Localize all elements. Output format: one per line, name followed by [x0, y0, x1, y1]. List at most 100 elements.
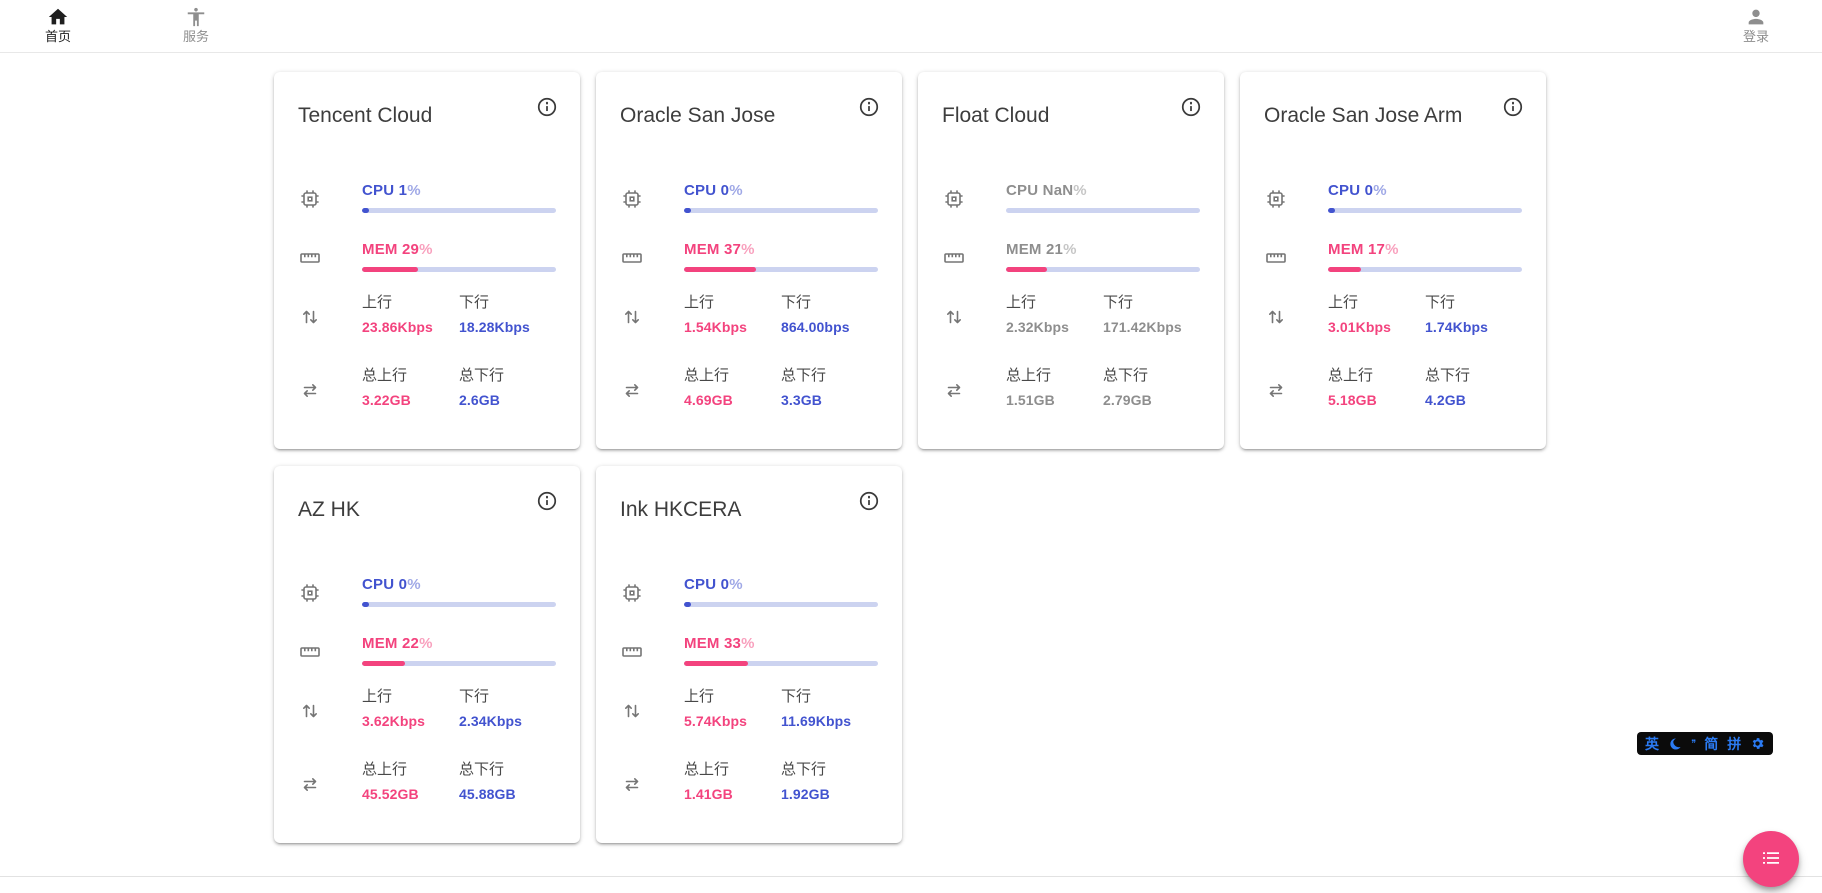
footer-divider [0, 876, 1822, 893]
total-upload: 总上行 4.69GB [684, 367, 781, 409]
total-upload: 总上行 3.22GB [362, 367, 459, 409]
ime-language-toggle[interactable]: 英 [1645, 735, 1659, 752]
card-stats: CPU 0% MEM 17% 上行 3.01Kb [1264, 182, 1522, 409]
total-upload-value: 5.18GB [1328, 392, 1377, 408]
upload-label: 上行 [362, 688, 393, 705]
ime-punctuation-toggle[interactable]: ’’ [1691, 736, 1696, 751]
cpu-chip-icon [620, 187, 644, 213]
cpu-chip-icon [1264, 187, 1288, 213]
download-speed: 下行 2.34Kbps [459, 688, 556, 730]
upload-label: 上行 [684, 294, 715, 311]
total-upload-value: 3.22GB [362, 392, 411, 408]
server-list-fab[interactable] [1743, 831, 1799, 887]
upload-value: 23.86Kbps [362, 319, 433, 335]
upload-speed: 上行 2.32Kbps [1006, 294, 1103, 336]
ime-scheme-toggle[interactable]: 拼 [1727, 735, 1742, 752]
nav-item-label: 登录 [1742, 29, 1769, 44]
download-label: 下行 [781, 294, 812, 311]
server-card: Oracle San Jose CPU 0% [596, 72, 902, 449]
card-header: Oracle San Jose Arm [1264, 96, 1524, 128]
accessibility-icon [185, 6, 207, 28]
server-card: Ink HKCERA CPU 0% [596, 466, 902, 843]
info-button[interactable] [858, 490, 880, 512]
cpu-label: CPU 0% [1328, 182, 1387, 199]
info-button[interactable] [536, 490, 558, 512]
cpu-progress-bar [1328, 208, 1522, 213]
swap-arrows-icon [298, 378, 322, 409]
info-button[interactable] [1502, 96, 1524, 118]
list-icon [1759, 846, 1783, 873]
mem-progress-bar [1006, 267, 1200, 272]
total-download: 总下行 1.92GB [781, 761, 878, 803]
top-nav: 首页 服务 登录 [0, 0, 1822, 53]
download-speed: 下行 1.74Kbps [1425, 294, 1522, 336]
mem-row: MEM 17% [1264, 241, 1522, 272]
gear-icon[interactable] [1750, 736, 1765, 751]
cpu-meter: CPU 0% [362, 576, 556, 607]
total-upload-label: 总上行 [684, 761, 730, 778]
total-download: 总下行 45.88GB [459, 761, 556, 803]
download-value: 1.74Kbps [1425, 319, 1489, 335]
upload-speed: 上行 3.01Kbps [1328, 294, 1425, 336]
info-button[interactable] [1180, 96, 1202, 118]
download-speed: 下行 864.00bps [781, 294, 878, 336]
download-speed: 下行 11.69Kbps [781, 688, 878, 730]
mem-row: MEM 29% [298, 241, 556, 272]
mem-label: MEM 29% [362, 241, 433, 258]
nav-item-label: 首页 [44, 29, 71, 44]
upload-label: 上行 [1328, 294, 1359, 311]
total-upload-label: 总上行 [362, 367, 408, 384]
download-label: 下行 [459, 294, 490, 311]
card-header: Float Cloud [942, 96, 1202, 128]
server-card: AZ HK CPU 0% [274, 466, 580, 843]
ime-toolbar: 英 ’’ 简 拼 [1637, 732, 1774, 755]
total-download-value: 2.79GB [1103, 392, 1152, 408]
ime-simplified-toggle[interactable]: 简 [1704, 735, 1719, 752]
updown-arrows-icon [1264, 305, 1288, 336]
upload-value: 2.32Kbps [1006, 319, 1070, 335]
server-card: Oracle San Jose Arm CPU 0% [1240, 72, 1546, 449]
info-button[interactable] [536, 96, 558, 118]
mem-meter: MEM 37% [684, 241, 878, 272]
total-upload: 总上行 1.41GB [684, 761, 781, 803]
cpu-meter: CPU 0% [684, 576, 878, 607]
mem-progress-bar [362, 661, 556, 666]
memory-ruler-icon [298, 640, 322, 666]
net-total-row: 总上行 3.22GB 总下行 2.6GB [298, 367, 556, 409]
cpu-row: CPU 0% [1264, 182, 1522, 213]
card-stats: CPU NaN% MEM 21% 上行 2.32 [942, 182, 1200, 409]
download-speed: 下行 18.28Kbps [459, 294, 556, 336]
mem-meter: MEM 17% [1328, 241, 1522, 272]
total-download: 总下行 2.79GB [1103, 367, 1200, 409]
total-download: 总下行 2.6GB [459, 367, 556, 409]
upload-label: 上行 [362, 294, 393, 311]
mem-label: MEM 37% [684, 241, 755, 258]
upload-value: 5.74Kbps [684, 713, 748, 729]
cpu-label: CPU 0% [684, 576, 743, 593]
nav-item-home[interactable]: 首页 [30, 6, 86, 44]
total-upload-value: 4.69GB [684, 392, 733, 408]
cpu-progress-bar [362, 602, 556, 607]
net-speed-row: 上行 23.86Kbps 下行 18.28Kbps [298, 294, 556, 336]
mem-row: MEM 37% [620, 241, 878, 272]
total-upload: 总上行 45.52GB [362, 761, 459, 803]
swap-arrows-icon [1264, 378, 1288, 409]
swap-arrows-icon [942, 378, 966, 409]
total-download: 总下行 4.2GB [1425, 367, 1522, 409]
server-card: Float Cloud CPU NaN% [918, 72, 1224, 449]
card-stats: CPU 1% MEM 29% 上行 23.86K [298, 182, 556, 409]
nav-item-login[interactable]: 登录 [1728, 6, 1784, 44]
cpu-progress-bar [684, 602, 878, 607]
nav-item-services[interactable]: 服务 [168, 6, 224, 44]
person-icon [1745, 6, 1767, 28]
download-label: 下行 [459, 688, 490, 705]
download-value: 18.28Kbps [459, 319, 530, 335]
card-header: Tencent Cloud [298, 96, 558, 128]
net-total-row: 总上行 1.51GB 总下行 2.79GB [942, 367, 1200, 409]
home-icon [47, 6, 69, 28]
memory-ruler-icon [620, 640, 644, 666]
info-button[interactable] [858, 96, 880, 118]
net-speed-row: 上行 3.62Kbps 下行 2.34Kbps [298, 688, 556, 730]
moon-icon[interactable] [1668, 737, 1682, 751]
server-name: Oracle San Jose Arm [1264, 104, 1463, 127]
